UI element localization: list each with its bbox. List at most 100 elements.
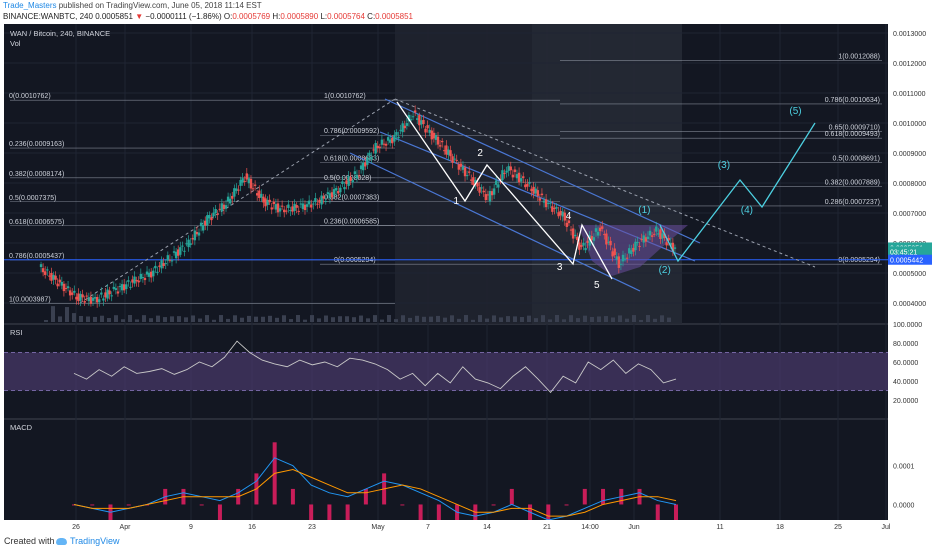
candle-body (83, 301, 86, 303)
candle-body (112, 286, 115, 289)
candle-body (582, 242, 585, 246)
price-tick-label: 0.0011000 (893, 91, 926, 98)
macd-histogram-bar (674, 504, 678, 520)
candle-body (557, 212, 560, 217)
candle-body (270, 207, 273, 210)
candle-body (139, 273, 143, 279)
tradingview-logo[interactable]: TradingView (56, 536, 120, 546)
candle-body (102, 298, 105, 301)
volume-bar (387, 315, 391, 322)
candle-body (39, 264, 43, 267)
volume-bar (65, 307, 69, 322)
candle-body (260, 193, 263, 198)
candle-body (528, 182, 531, 184)
volume-bar (170, 316, 174, 322)
volume-bar (303, 319, 307, 322)
impulse-wave (396, 101, 613, 280)
volume-bar (261, 316, 265, 322)
candles (39, 105, 677, 308)
candle-body (241, 178, 244, 183)
candle-body (125, 284, 128, 289)
volume-bar (583, 315, 587, 322)
fib-left-label: 0.382(0.0008174) (9, 171, 64, 178)
candle-body (551, 206, 554, 212)
candle-body (214, 208, 217, 214)
author-link[interactable]: Trade_Masters (3, 1, 57, 10)
wave-label: (2) (659, 265, 671, 276)
macd-histogram-bar (126, 504, 131, 506)
candle-body (405, 123, 409, 126)
candle-body (403, 125, 406, 129)
time-tick-label: 14:00 (581, 524, 599, 531)
candle-body (339, 187, 342, 193)
candle-body (657, 233, 660, 235)
volume-bar (282, 315, 286, 322)
candle-body (522, 176, 525, 179)
volume-bar (107, 318, 111, 322)
candle-body (278, 208, 282, 212)
volume-bar (485, 318, 489, 322)
candle-body (154, 265, 157, 269)
projection-wave (659, 122, 816, 263)
volume-bar (569, 315, 573, 322)
volume-bar (275, 317, 279, 322)
volume-bar (443, 317, 447, 322)
candle-body (305, 204, 309, 207)
candle-body (181, 245, 184, 247)
time-tick-label: Jul (882, 524, 891, 531)
candle-body (424, 128, 427, 133)
candle-body (79, 293, 82, 301)
volume-bar (499, 317, 503, 322)
time-tick-label: May (371, 524, 385, 531)
open-label: O: (223, 12, 233, 21)
time-tick-label: 11 (716, 524, 723, 531)
candle-body (632, 247, 635, 252)
chart-title: WAN / Bitcoin, 240, BINANCE (10, 29, 110, 38)
volume-bar (296, 315, 300, 322)
candle-body (216, 213, 219, 215)
candle-body (68, 290, 72, 296)
volume-bar (506, 316, 510, 322)
candle-body (382, 143, 386, 145)
price-tick-label: 0.0008000 (893, 181, 926, 188)
volume-bar (492, 315, 496, 322)
candle-body (131, 279, 134, 283)
high-value: 0.0005890 (280, 12, 319, 21)
time-tick-label: 18 (776, 524, 784, 531)
candle-body (120, 284, 124, 291)
volume-bar (212, 319, 216, 322)
candle-body (210, 217, 213, 221)
candle-body (418, 115, 421, 126)
volume-bar (233, 315, 237, 322)
candle-body (127, 280, 130, 282)
candle-body (199, 222, 203, 227)
macd-histogram-bar (90, 504, 95, 506)
close-label: C: (367, 12, 376, 21)
candle-body (490, 191, 494, 196)
volume-bar (555, 315, 559, 322)
macd-histogram-bar (655, 504, 660, 520)
candle-body (89, 297, 93, 304)
candle-body (77, 293, 80, 302)
candle-body (569, 229, 573, 231)
wave-label: 3 (557, 262, 563, 273)
candle-body (276, 203, 280, 213)
fib-right-label: 0.786(0.0010634) (825, 97, 880, 104)
candle-body (197, 232, 201, 236)
candle-body (73, 290, 76, 293)
candle-body (177, 249, 180, 256)
candle-body (499, 178, 502, 180)
volume-bar (667, 317, 671, 322)
candle-body (470, 179, 473, 181)
volume-bar (121, 319, 125, 322)
price-tick-label: 0.0010000 (893, 121, 926, 128)
price-axis-background (888, 24, 932, 520)
candle-body (455, 159, 458, 161)
candle-body (160, 260, 163, 269)
candle-body (488, 191, 492, 202)
chart-canvas[interactable]: 0.0013000 0.0012000 0.0011000 0.0010000 0.00… (0, 24, 932, 533)
candle-body (434, 135, 438, 140)
time-tick-label: 25 (834, 524, 842, 531)
fib-mid-label: 0.786(0.0009592) (324, 128, 379, 135)
candle-body (661, 233, 664, 239)
